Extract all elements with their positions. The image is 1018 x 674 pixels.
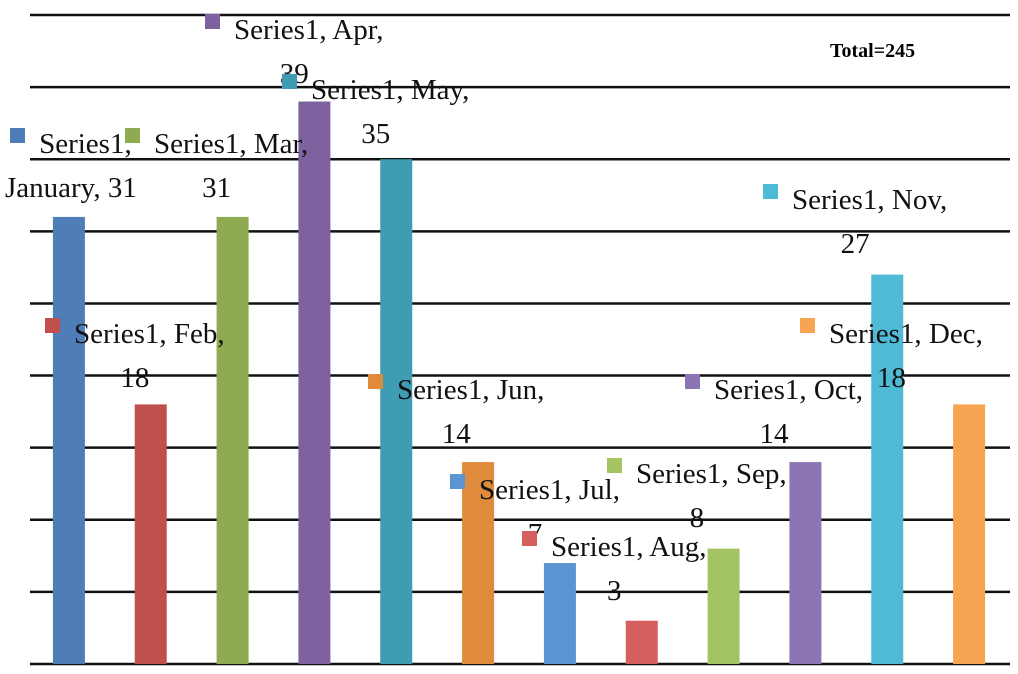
data-label: Series1Sep 8 [607, 452, 787, 540]
label-category: Mar [254, 128, 308, 160]
label-series: Series1 [154, 128, 254, 160]
total-annotation: Total=245 [830, 40, 916, 62]
label-marker [10, 128, 26, 143]
data-label: Series1Aug 3 [522, 525, 706, 613]
label-series: Series1 [636, 458, 736, 490]
label-value: 14 [441, 418, 471, 450]
label-marker [522, 531, 537, 546]
label-marker [205, 14, 220, 29]
label-value: 18 [120, 362, 150, 394]
label-series: Series1 [74, 318, 174, 350]
data-label: Series1 January31 [5, 122, 137, 210]
label-marker [125, 128, 140, 143]
label-category: May [411, 74, 470, 106]
label-value: 31 [107, 172, 137, 204]
label-category: Aug [649, 531, 706, 563]
label-series: Series1 [397, 374, 497, 406]
label-value: 35 [361, 118, 391, 150]
label-category: Dec [929, 318, 983, 350]
label-series: Series1 [39, 128, 132, 160]
bar [543, 563, 576, 664]
data-label: Series1Mar 31 [125, 122, 308, 210]
label-series: Series1 [792, 184, 892, 216]
bar [134, 404, 167, 664]
label-marker [685, 374, 700, 389]
label-value: 27 [840, 228, 870, 260]
label-category: Sep [736, 458, 787, 490]
label-value: 18 [876, 362, 906, 394]
label-marker [45, 318, 60, 333]
bar [625, 620, 658, 664]
label-series: Series1 [234, 14, 332, 46]
label-category: Jul [579, 474, 620, 506]
label-series: Series1 [829, 318, 929, 350]
bar [707, 548, 740, 664]
label-category: Feb [174, 318, 225, 350]
label-marker [282, 74, 297, 89]
bar [953, 404, 986, 664]
label-category: Jun [497, 374, 545, 406]
data-label: Series1Oct 14 [685, 368, 863, 456]
label-series: Series1 [479, 474, 579, 506]
label-series: Series1 [551, 531, 649, 563]
bar [52, 216, 85, 664]
label-category: Oct [814, 374, 863, 406]
data-label: Series1Jun 14 [368, 368, 544, 456]
bar [216, 216, 249, 664]
data-label: Series1Jul7 [450, 468, 620, 556]
label-value: 31 [202, 172, 232, 204]
label-value: 14 [759, 418, 789, 450]
label-category: Nov [892, 184, 947, 216]
label-category: Apr [332, 14, 383, 46]
label-marker [800, 318, 815, 333]
label-value: 8 [689, 502, 705, 534]
data-label: Series1Feb 18 [45, 312, 225, 400]
label-marker [450, 474, 465, 489]
data-label: Series1Dec 18 [800, 312, 983, 400]
label-value: 3 [606, 575, 622, 607]
bar [871, 274, 904, 664]
label-category: January [5, 172, 108, 204]
label-marker [763, 184, 778, 199]
bar [462, 462, 495, 664]
label-series: Series1 [311, 74, 411, 106]
label-marker [607, 458, 622, 473]
data-label: Series1Nov 27 [763, 178, 947, 266]
label-series: Series1 [714, 374, 814, 406]
bar [298, 101, 331, 665]
data-label: Series1May 35 [282, 68, 469, 156]
label-marker [368, 374, 383, 389]
bar [789, 462, 822, 664]
bar [380, 159, 413, 664]
